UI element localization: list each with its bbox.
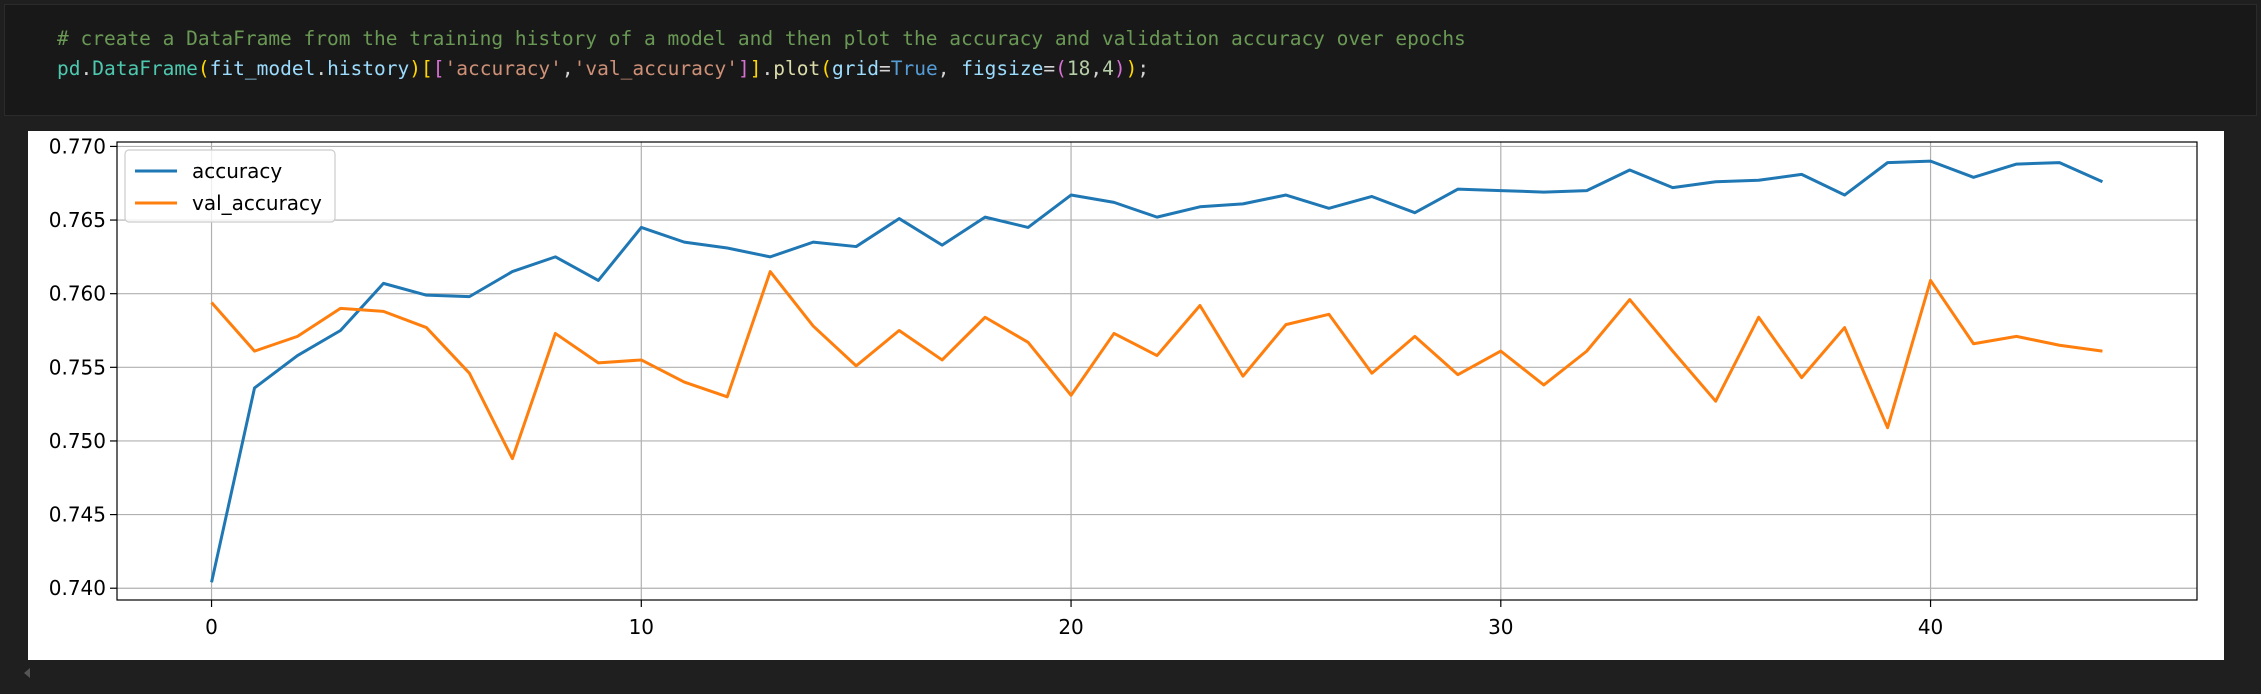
grid [117,142,2197,600]
code-token: True [890,57,938,80]
code-comment: # create a DataFrame from the training h… [57,27,1466,50]
x-tick-label: 40 [1918,615,1943,639]
y-tick-label: 0.745 [49,503,106,527]
code-token: 'accuracy' [444,57,562,80]
code-token: history [327,57,410,80]
plot-area [117,142,2197,600]
legend-box [124,149,336,223]
line-chart: 0 10 20 30 40 0.740 0.745 0.750 0.755 0.760 0.765 0… [49,134,2198,639]
x-tick-label: 10 [629,615,654,639]
code-token: . [80,57,93,80]
y-tick-label: 0.765 [49,208,106,232]
code-token: ( [1055,57,1067,80]
y-tick-label: 0.740 [49,576,106,600]
code-token: . [761,57,774,80]
code-token: ] [749,57,762,80]
code-token: figsize [961,57,1044,80]
code-token: = [878,57,891,80]
y-tick-label: 0.770 [49,134,106,158]
code-token: [ [432,57,445,80]
axis-ticks: 0 10 20 30 40 0.740 0.745 0.750 0.755 0.760 0.765 0… [49,134,1944,639]
code-token: ) [409,57,422,80]
code-token: ) [1113,57,1126,80]
y-tick-label: 0.755 [49,355,106,379]
scroll-left-icon[interactable] [24,668,30,678]
code-token: 4 [1102,57,1114,80]
code-token: , [1090,57,1103,80]
legend-label: val_accuracy [192,191,322,215]
code-token: , [937,57,962,80]
code-statement: pd.DataFrame(fit_model.history)[['accura… [57,57,1149,81]
legend-label: accuracy [192,159,282,183]
code-token: fit_model [209,57,316,80]
series-line-val-accuracy [210,270,2103,461]
code-token: = [1043,57,1056,80]
code-token: DataFrame [92,57,198,80]
x-tick-label: 20 [1058,615,1083,639]
code-token: ] [738,57,750,80]
series-line-accuracy [210,159,2104,583]
code-token: ( [197,57,210,80]
code-token: ; [1137,57,1150,80]
code-token: grid [832,57,879,80]
plot-frame [116,141,2198,601]
code-token: ) [1125,57,1138,80]
y-tick-label: 0.750 [49,429,106,453]
code-token: . [315,57,328,80]
code-token: plot [773,57,821,80]
code-cell[interactable]: # create a DataFrame from the training h… [4,4,2257,116]
series-lines [210,159,2104,583]
x-tick-label: 30 [1488,615,1513,639]
x-tick-label: 0 [205,615,218,639]
code-token: 'val_accuracy' [573,57,739,80]
y-tick-label: 0.760 [49,282,106,306]
legend: accuracy val_accuracy [124,149,336,223]
plot-output: 0 10 20 30 40 0.740 0.745 0.750 0.755 0.760 0.765 0… [28,131,2224,660]
code-token: , [561,57,574,80]
code-token: 18 [1066,57,1091,80]
code-token: [ [421,57,433,80]
code-token: ( [820,57,833,80]
code-token: pd [57,57,81,80]
